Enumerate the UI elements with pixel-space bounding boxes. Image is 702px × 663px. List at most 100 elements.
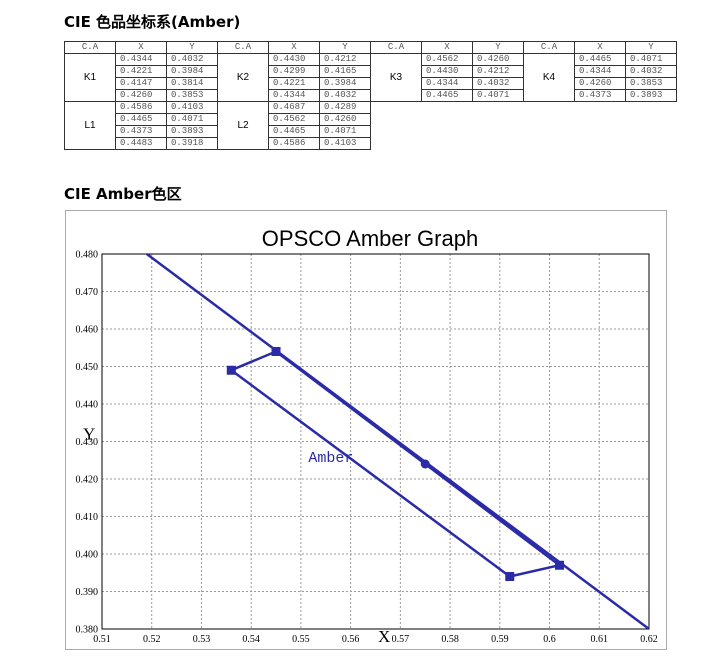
cell-x: 0.4344 (268, 89, 320, 102)
cell-x: 0.4260 (115, 89, 167, 102)
header-y: Y (625, 41, 677, 54)
cie-coordinate-table: C.A X Y C.A X Y C.A X Y C.A X Y K1 0.4344 0.4032 K2 0.4… (64, 41, 677, 150)
chart-title: OPSCO Amber Graph (262, 226, 478, 251)
cell-x: 0.4344 (115, 53, 167, 66)
x-tick-label: 0.56 (342, 634, 360, 645)
y-tick-label: 0.460 (76, 325, 99, 336)
group-label: L1 (64, 101, 116, 150)
y-tick-label: 0.480 (76, 250, 99, 261)
cell-y: 0.4260 (319, 113, 371, 126)
plot-frame (101, 253, 650, 630)
cell-x: 0.4221 (115, 65, 167, 78)
cell-x: 0.4147 (115, 77, 167, 90)
header-ca: C.A (217, 41, 269, 54)
vertex-marker (226, 365, 236, 375)
x-tick-label: 0.53 (193, 634, 211, 645)
y-tick-label: 0.450 (76, 362, 99, 373)
cell-y: 0.3918 (166, 137, 218, 150)
x-axis-label: X (378, 627, 390, 646)
data-series (146, 252, 650, 631)
cell-y: 0.4212 (472, 65, 524, 78)
cell-y: 0.4071 (472, 89, 524, 102)
cell-x: 0.4430 (268, 53, 320, 66)
x-tick-label: 0.62 (640, 634, 658, 645)
x-tick-label: 0.58 (441, 634, 459, 645)
cell-x: 0.4373 (115, 125, 167, 138)
cell-x: 0.4586 (115, 101, 167, 114)
y-tick-label: 0.440 (76, 400, 99, 411)
header-x: X (115, 41, 167, 54)
cell-y: 0.3893 (166, 125, 218, 138)
cell-x: 0.4260 (574, 77, 626, 90)
header-x: X (421, 41, 473, 54)
chart-heading: CIE Amber色区 (64, 185, 182, 203)
cell-x: 0.4562 (268, 113, 320, 126)
y-tick-label: 0.410 (76, 512, 99, 523)
group-label: K1 (64, 53, 116, 102)
cell-x: 0.4483 (115, 137, 167, 150)
table-row: L1 0.4586 0.4103 L2 0.4687 0.4289 (64, 101, 677, 150)
empty-cell (371, 102, 524, 150)
cell-x: 0.4430 (421, 65, 473, 78)
header-y: Y (166, 41, 218, 54)
vertex-marker (554, 560, 564, 570)
header-y: Y (472, 41, 524, 54)
cell-y: 0.3853 (625, 77, 677, 90)
header-ca: C.A (370, 41, 422, 54)
series-line (146, 252, 650, 631)
cell-y: 0.3814 (166, 77, 218, 90)
cell-y: 0.4071 (625, 53, 677, 66)
cell-x: 0.4465 (574, 53, 626, 66)
header-y: Y (319, 41, 371, 54)
cell-x: 0.4299 (268, 65, 320, 78)
cell-x: 0.4373 (574, 89, 626, 102)
cell-x: 0.4465 (421, 89, 473, 102)
cell-y: 0.4103 (166, 101, 218, 114)
y-tick-label: 0.420 (76, 475, 99, 486)
table-heading: CIE 色品坐标系(Amber) (64, 13, 241, 31)
table-row: K1 0.4344 0.4032 K2 0.4430 0.4212 K3 0.4562 0.42… (64, 53, 677, 102)
amber-chart: OPSCO Amber Graph 0.51 0.52 0.53 0.54 0.55 0.… (65, 210, 667, 650)
cell-y: 0.4032 (472, 77, 524, 90)
vertex-marker (271, 347, 281, 356)
cell-y: 0.4032 (625, 65, 677, 78)
y-tick-label: 0.400 (76, 550, 99, 561)
center-point-marker (420, 459, 430, 469)
group-label: L2 (217, 101, 269, 150)
cell-x: 0.4586 (268, 137, 320, 150)
x-tick-label: 0.6 (543, 634, 556, 645)
cell-y: 0.4032 (166, 53, 218, 66)
cell-y: 0.3984 (166, 65, 218, 78)
table-header-row: C.A X Y C.A X Y C.A X Y C.A X Y (64, 41, 677, 54)
chart-border (65, 210, 667, 650)
y-tick-label: 0.470 (76, 287, 99, 298)
cell-y: 0.4032 (319, 89, 371, 102)
cell-y: 0.3853 (166, 89, 218, 102)
group-label: K3 (370, 53, 422, 102)
y-tick-label: 0.390 (76, 587, 99, 598)
cell-y: 0.4103 (319, 137, 371, 150)
table-row: 0.4221 0.3984 0.4299 0.4165 0.4430 0.4212 0.43… (65, 65, 677, 78)
x-tick-label: 0.51 (93, 634, 111, 645)
cell-x: 0.4687 (268, 101, 320, 114)
x-tick-label: 0.59 (491, 634, 509, 645)
cell-y: 0.4212 (319, 53, 371, 66)
x-tick-label: 0.55 (292, 634, 310, 645)
group-label: K4 (523, 53, 575, 102)
vertex-marker (505, 572, 515, 581)
cell-y: 0.4165 (319, 65, 371, 78)
cell-x: 0.4344 (421, 77, 473, 90)
cell-y: 0.4260 (472, 53, 524, 66)
cell-x: 0.4465 (268, 125, 320, 138)
y-tick-label: 0.430 (76, 437, 99, 448)
header-x: X (574, 41, 626, 54)
cell-x: 0.4465 (115, 113, 167, 126)
header-x: X (268, 41, 320, 54)
x-tick-label: 0.57 (392, 634, 410, 645)
x-tick-label: 0.52 (143, 634, 161, 645)
cell-x: 0.4344 (574, 65, 626, 78)
cell-y: 0.4071 (166, 113, 218, 126)
table-row: 0.4373 0.3893 0.4465 0.4071 (65, 125, 677, 138)
y-tick-label: 0.380 (76, 625, 99, 636)
x-tick-label: 0.61 (591, 634, 609, 645)
